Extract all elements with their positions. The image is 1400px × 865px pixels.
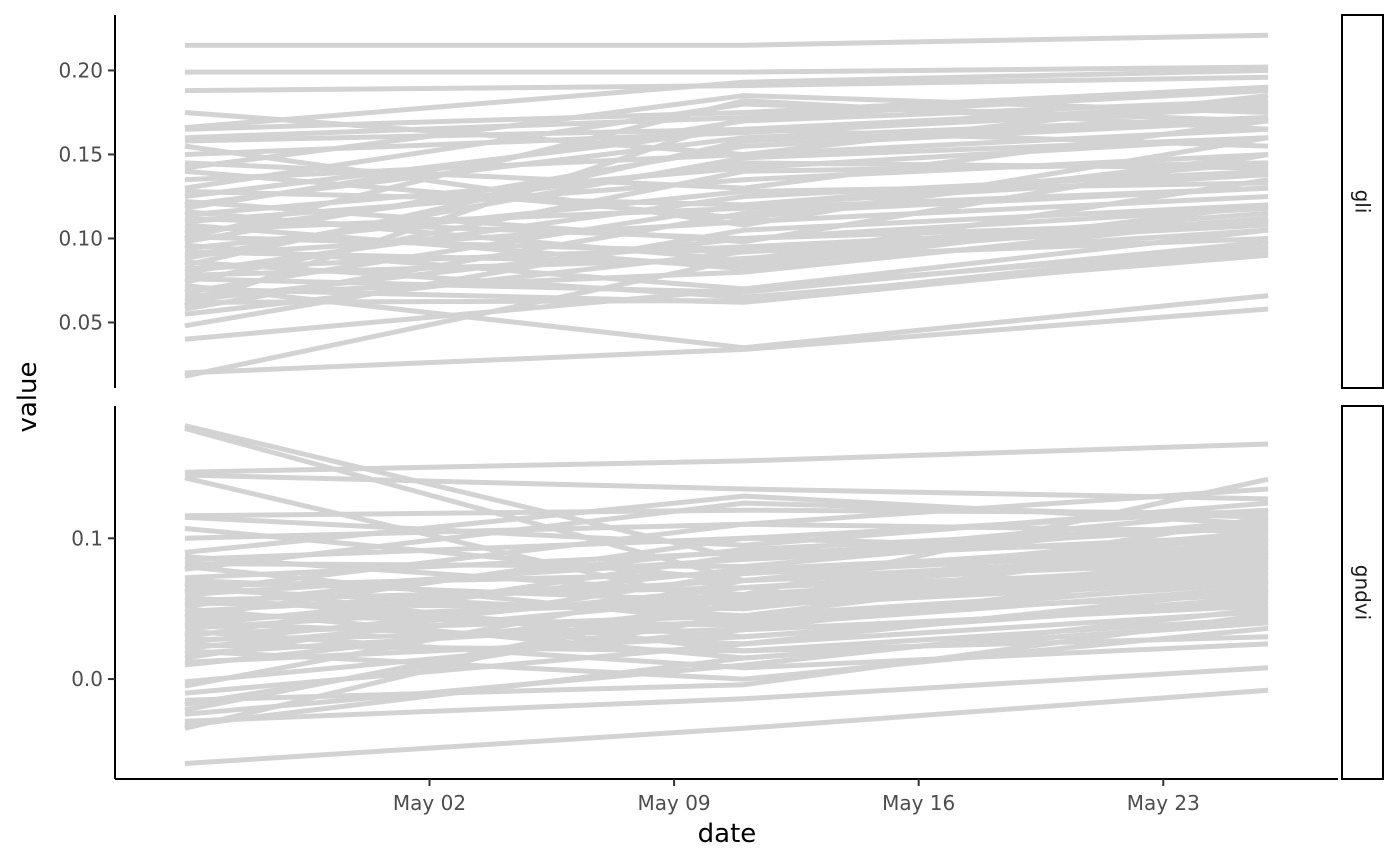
x-axis: May 02 May 09 May 16 May 23: [115, 778, 1338, 815]
y-tick-label: 0.05: [58, 310, 103, 334]
series-line: [184, 589, 1269, 657]
series-line: [184, 486, 1269, 595]
series-line: [184, 126, 1269, 199]
x-axis-title: date: [698, 819, 757, 849]
series-line: [184, 665, 1269, 724]
series-line: [184, 67, 1269, 131]
series-line: [184, 687, 1269, 766]
series-line: [184, 185, 1269, 312]
x-tick-label: May 23: [1127, 791, 1200, 815]
series-line: [184, 115, 1269, 268]
series-line: [184, 472, 1269, 502]
series-line: [184, 135, 1269, 218]
y-axis-title: value: [13, 361, 43, 432]
series-line: [184, 172, 1269, 295]
series-line: [184, 441, 1269, 475]
series-line: [184, 239, 1269, 295]
facet-strip: [1341, 14, 1384, 389]
facet-strip-label: gli: [1351, 190, 1375, 214]
series-line: [184, 521, 1269, 609]
series-line: [184, 514, 1269, 713]
y-tick-label: 0.20: [58, 58, 103, 82]
series-line: [184, 227, 1269, 267]
facet-strip-label: gndvi: [1351, 565, 1375, 620]
y-tick-label: 0.1: [71, 526, 103, 550]
series-line: [184, 306, 1269, 376]
x-tick-label: May 02: [393, 791, 466, 815]
series-line: [184, 500, 1269, 572]
series-line: [184, 594, 1269, 665]
series-line: [184, 32, 1269, 48]
series-line: [184, 244, 1269, 305]
series-line: [184, 118, 1269, 245]
x-tick-label: May 16: [882, 791, 955, 815]
panel-gndvi: 0.0 0.1 gndvi: [71, 405, 1384, 780]
series-line: [184, 205, 1269, 304]
facet-strip: [1341, 405, 1384, 780]
series-line: [184, 542, 1269, 629]
series-line: [184, 126, 1269, 183]
panels-layer: 0.05 0.10 0.15 0.20 gli 0.0 0.1 gndvi: [58, 14, 1384, 780]
series-line: [184, 625, 1269, 682]
series-line: [184, 84, 1269, 309]
series-line: [184, 552, 1269, 645]
series-line: [184, 611, 1269, 703]
series-line: [184, 524, 1269, 640]
series-line: [184, 564, 1269, 685]
series-line: [184, 202, 1269, 329]
series-line: [184, 64, 1269, 75]
series-line: [184, 606, 1269, 717]
series-line: [184, 215, 1269, 379]
series-line: [184, 98, 1269, 241]
series-line: [184, 620, 1269, 728]
series-line: [184, 98, 1269, 211]
series-line: [184, 227, 1269, 342]
y-tick-label: 0.10: [58, 226, 103, 250]
y-tick-label: 0.0: [71, 667, 103, 691]
series-line: [184, 101, 1269, 191]
series-line: [184, 74, 1269, 94]
y-tick-label: 0.15: [58, 142, 103, 166]
panel-gli: 0.05 0.10 0.15 0.20 gli: [58, 14, 1384, 389]
series-line: [184, 476, 1269, 731]
x-tick-label: May 09: [638, 791, 711, 815]
